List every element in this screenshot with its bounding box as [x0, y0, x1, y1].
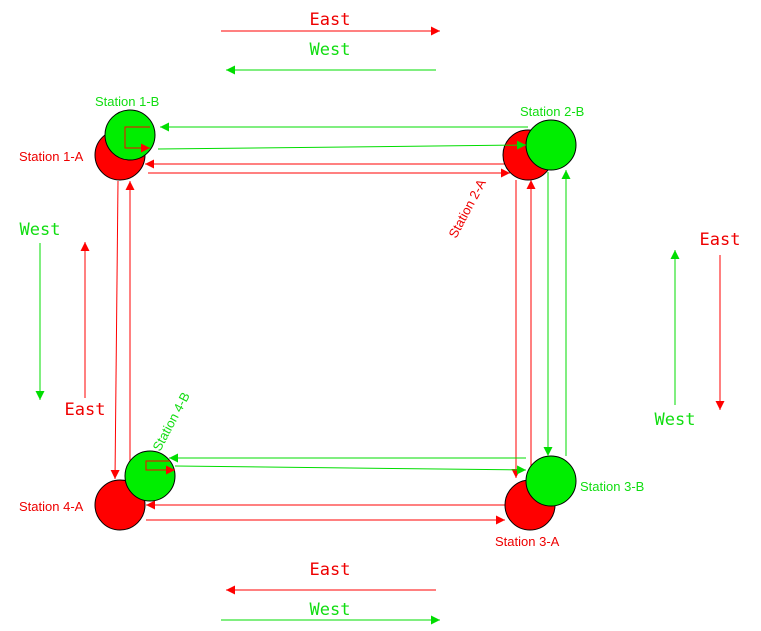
direction-legends: East West West East East West East West — [20, 10, 741, 625]
link-1a-to-4a — [110, 180, 120, 480]
left-east-label: East — [65, 400, 106, 420]
station-4b-loopback — [145, 460, 175, 475]
top-west-label: West — [310, 40, 351, 60]
right-east-label: East — [700, 230, 741, 250]
top-east-label: East — [310, 10, 351, 30]
station-2b-label: Station 2-B — [520, 104, 584, 119]
station-2b-node — [525, 119, 577, 171]
bottom-east-label: East — [310, 560, 351, 580]
station-1b-label: Station 1-B — [95, 94, 159, 109]
right-west-label: West — [655, 410, 696, 430]
bottom-west-label: West — [310, 600, 351, 620]
station-4b-label: Station 4-B — [149, 390, 192, 454]
station-1b-loopback — [124, 126, 150, 153]
station-4b-node — [124, 450, 176, 502]
link-1b-to-2b — [157, 140, 527, 150]
link-4b-to-3b — [174, 465, 527, 475]
left-west-label: West — [20, 220, 61, 240]
green-ring-links — [157, 122, 571, 475]
station-4a-label: Station 4-A — [19, 499, 84, 514]
station-3b-node — [525, 455, 577, 507]
red-ring-links — [110, 159, 536, 525]
station-2a-label: Station 2-A — [445, 176, 489, 240]
station-3a-label: Station 3-A — [495, 534, 560, 549]
station-3b-label: Station 3-B — [580, 479, 644, 494]
station-1b-node — [104, 109, 156, 161]
station-1a-label: Station 1-A — [19, 149, 84, 164]
